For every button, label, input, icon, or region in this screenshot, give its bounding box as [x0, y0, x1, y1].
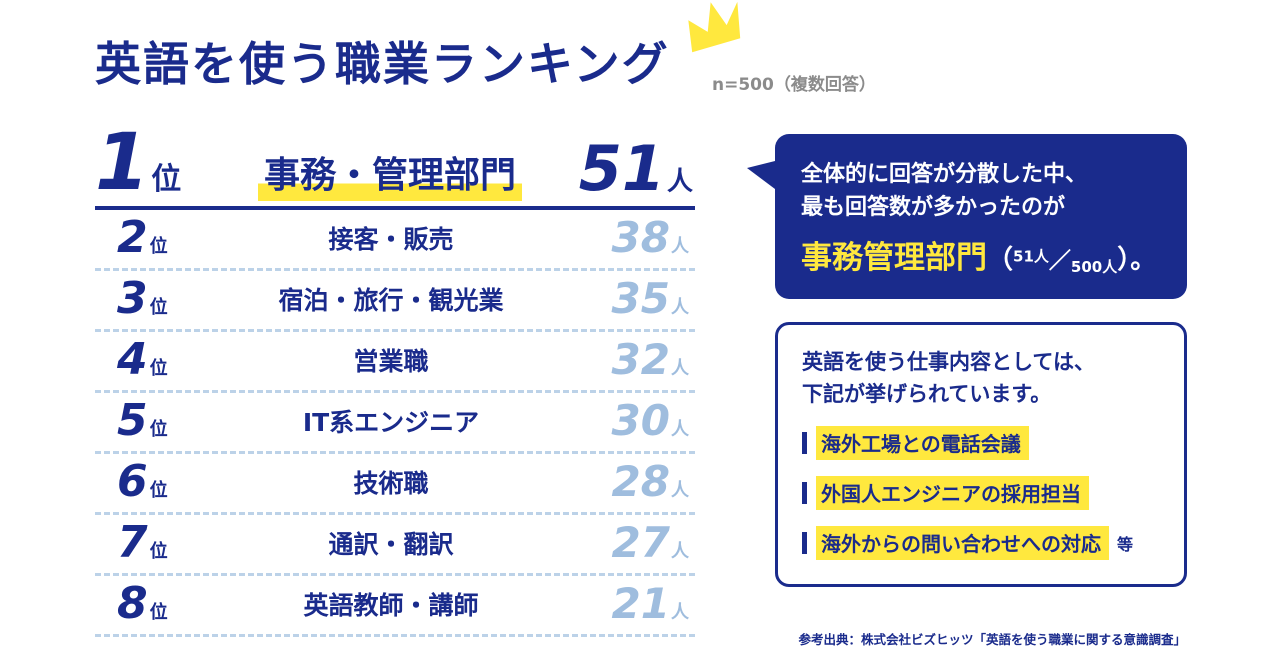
count-number: 27	[611, 518, 670, 567]
count-cell: 51人	[535, 138, 695, 200]
rank-suffix: 位	[149, 602, 168, 623]
rank-suffix: 位	[149, 358, 168, 379]
count-unit: 人	[671, 419, 689, 440]
rank-suffix: 位	[149, 297, 168, 318]
callout-pointer-icon	[747, 160, 779, 192]
count-number: 32	[611, 335, 670, 384]
source-note: 参考出典：株式会社ビズヒッツ「英語を使う職業に関する意識調査」	[798, 632, 1186, 647]
sample-note: n=500（複数回答）	[712, 75, 876, 95]
count-cell: 35人	[545, 278, 695, 320]
rank-number: 4	[117, 334, 148, 385]
rank-number: 3	[117, 273, 148, 324]
ranking-row-1: 1位 事務・管理部門 51人	[95, 124, 695, 210]
detail-item-note: 等	[1117, 535, 1134, 554]
count-unit: 人	[671, 297, 689, 318]
rank-number: 5	[117, 395, 148, 446]
callout-bubble: 全体的に回答が分散した中、 最も回答数が多かったのが 事務管理部門（51人／50…	[747, 134, 1187, 300]
count-unit: 人	[671, 358, 689, 379]
detail-item: 海外工場との電話会議	[802, 426, 1160, 460]
detail-item-label: 海外工場との電話会議	[816, 426, 1029, 460]
count-number: 30	[611, 396, 670, 445]
paren-close: ）。	[1117, 245, 1157, 275]
details-intro-1: 英語を使う仕事内容としては、	[802, 350, 1095, 374]
rank-suffix: 位	[149, 541, 168, 562]
count-number: 38	[611, 213, 670, 262]
bullet-bar-icon	[802, 432, 807, 454]
job-label: 事務・管理部門	[257, 155, 522, 201]
count-cell: 30人	[545, 400, 695, 442]
rank-number: 8	[117, 578, 148, 629]
dept-name: 事務管理部門	[801, 240, 987, 276]
rank-number: 1	[95, 118, 150, 208]
details-intro-2: 下記が挙げられています。	[802, 381, 1052, 406]
count-unit: 人	[666, 167, 693, 197]
count-number: 51	[578, 132, 665, 205]
detail-item: 海外からの問い合わせへの対応 等	[802, 526, 1160, 560]
crown-icon	[688, 1, 741, 53]
job-label: 接客・販売	[328, 225, 454, 254]
callout-line-2: 最も回答数が多かったのが	[801, 195, 1066, 220]
count-number: 28	[611, 457, 670, 506]
paren-open: （	[987, 245, 1014, 275]
callout-highlight-line: 事務管理部門（51人／500人）。	[801, 232, 1161, 277]
rank-number: 7	[117, 517, 148, 568]
fraction-slash: ／	[1048, 249, 1071, 274]
job-label: 宿泊・旅行・観光業	[278, 286, 504, 315]
count-unit: 人	[671, 236, 689, 257]
count-number: 21	[611, 579, 670, 628]
count-cell: 21人	[545, 583, 695, 625]
job-label: 技術職	[353, 469, 429, 498]
rank-suffix: 位	[149, 419, 168, 440]
callout-line-1: 全体的に回答が分散した中、	[801, 162, 1088, 187]
job-label: IT系エンジニア	[302, 408, 480, 437]
bullet-bar-icon	[802, 532, 807, 554]
count-unit: 人	[671, 541, 689, 562]
job-label: 営業職	[353, 347, 429, 376]
page-title: 英語を使う職業ランキング	[95, 37, 670, 91]
count-cell: 27人	[545, 522, 695, 564]
rank-cell: 1位	[95, 124, 245, 202]
count-cell: 28人	[545, 461, 695, 503]
detail-item-label: 外国人エンジニアの採用担当	[816, 476, 1089, 510]
rank-suffix: 位	[149, 480, 168, 501]
job-label: 英語教師・講師	[303, 591, 479, 620]
count-unit: 人	[671, 602, 689, 623]
fraction-numerator: 51人	[1013, 247, 1049, 266]
detail-item: 外国人エンジニアの採用担当	[802, 476, 1160, 510]
count-number: 35	[611, 274, 670, 323]
fraction-denominator: 500人	[1070, 258, 1118, 277]
count-cell: 38人	[545, 217, 695, 259]
job-label: 通訳・翻訳	[328, 530, 454, 559]
count-unit: 人	[671, 480, 689, 501]
job-cell: 事務・管理部門	[245, 146, 535, 201]
detail-item-label: 海外からの問い合わせへの対応	[816, 526, 1109, 560]
rank-number: 6	[117, 456, 148, 507]
details-box: 英語を使う仕事内容としては、 下記が挙げられています。 海外工場との電話会議 外…	[775, 322, 1187, 587]
count-cell: 32人	[545, 339, 695, 381]
rank-suffix: 位	[151, 162, 182, 197]
rank-number: 2	[117, 212, 148, 263]
bullet-bar-icon	[802, 482, 807, 504]
rank-suffix: 位	[149, 236, 168, 257]
